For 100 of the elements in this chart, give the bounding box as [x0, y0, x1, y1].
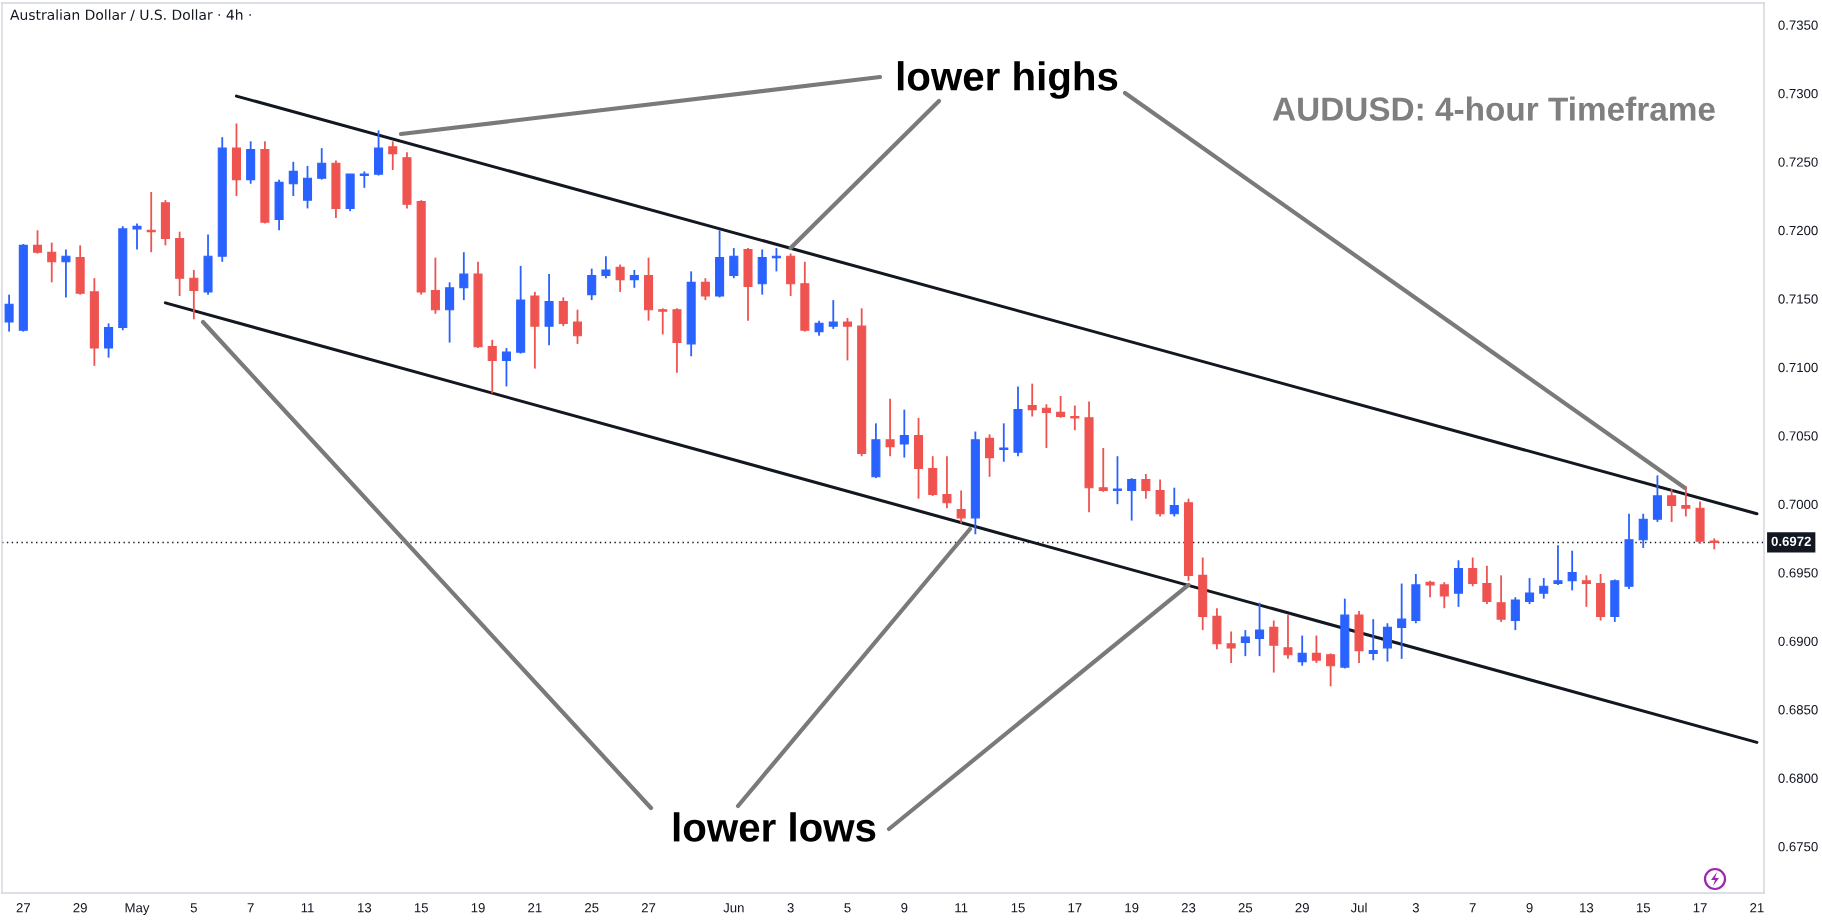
x-tick-label: 15 — [1636, 903, 1650, 913]
candlestick — [572, 308, 583, 345]
candlestick — [1382, 622, 1392, 663]
candlestick — [1027, 382, 1037, 418]
candlestick — [842, 317, 853, 362]
candlestick — [1525, 577, 1535, 605]
x-tick-label: 27 — [641, 903, 656, 913]
x-tick-label: 13 — [358, 903, 372, 913]
candlestick — [459, 251, 469, 302]
candlestick — [558, 296, 568, 328]
x-tick-label: 5 — [190, 903, 197, 913]
y-tick-label: 0.7000 — [1778, 499, 1818, 510]
candlestick — [956, 489, 966, 525]
candlestick — [1567, 549, 1577, 592]
candlestick — [1041, 403, 1051, 449]
x-tick-label: 29 — [73, 903, 87, 913]
candlestick — [615, 263, 625, 293]
x-tick-label: 7 — [247, 903, 254, 913]
candlestick — [4, 293, 14, 333]
candlestick — [388, 140, 398, 171]
candlestick — [885, 397, 895, 458]
candlestick — [1439, 581, 1449, 610]
candlestick — [1056, 395, 1066, 419]
y-tick-label: 0.6850 — [1778, 705, 1818, 715]
x-tick-label: 19 — [1125, 903, 1139, 913]
candlestick — [1397, 582, 1407, 660]
candlestick — [1283, 614, 1293, 660]
candlestick — [445, 281, 455, 344]
text: AUDUSD: 4-hour Timeframe — [1272, 96, 1715, 121]
candlestick — [1255, 601, 1265, 658]
x-tick-label: 25 — [585, 903, 599, 913]
candlestick — [487, 338, 497, 395]
x-tick-label: 7 — [1469, 903, 1476, 913]
candlestick — [985, 433, 995, 478]
candlestick — [1269, 619, 1279, 674]
x-tick-label: May — [125, 903, 150, 916]
candlestick — [1112, 455, 1122, 506]
candlestick — [1070, 404, 1080, 432]
candlestick — [32, 229, 43, 255]
x-tick-label: 3 — [787, 903, 794, 913]
candlestick — [430, 256, 440, 315]
candlestick — [132, 222, 142, 251]
candlestick — [1681, 485, 1691, 518]
candlestick — [61, 248, 71, 299]
x-tick-label: 11 — [301, 903, 314, 913]
candlestick — [1141, 473, 1151, 500]
x-tick-label: 15 — [1011, 903, 1025, 913]
candlestick — [1539, 577, 1549, 600]
candlestick — [658, 307, 668, 336]
x-tick-label: 29 — [1295, 903, 1309, 913]
y-tick-label: 0.6900 — [1778, 636, 1818, 646]
candlestick — [1155, 478, 1165, 518]
x-tick-label: 21 — [528, 903, 542, 913]
x-tick-label: 21 — [1750, 903, 1764, 913]
annotation: lower highs — [897, 61, 1118, 99]
x-tick-label: 19 — [471, 903, 485, 913]
x-tick-label: 23 — [1181, 903, 1196, 913]
candlestick — [1638, 512, 1648, 549]
x-tick-label: 3 — [1412, 903, 1419, 913]
x-tick-label: 11 — [955, 903, 968, 913]
candlestick — [899, 408, 909, 459]
candlestick — [1240, 629, 1250, 658]
candlestick — [601, 255, 611, 280]
annotation: lower lows — [673, 812, 876, 842]
candlestick — [189, 269, 199, 321]
candlestick — [302, 165, 313, 210]
x-tick-label: 17 — [1693, 903, 1707, 913]
chart-subtitle: Australian Dollar / U.S. Dollar · 4h · — [10, 9, 251, 22]
x-tick-label: 15 — [414, 903, 428, 913]
candlestick — [587, 267, 597, 302]
candlestick — [1667, 488, 1677, 523]
y-tick-label: 0.7150 — [1778, 294, 1818, 304]
y-tick-label: 0.7050 — [1778, 431, 1818, 441]
candlestick — [1098, 447, 1108, 493]
candlestick — [729, 247, 739, 280]
y-tick-label: 0.6750 — [1778, 842, 1818, 852]
ref-line-label: 0.6972 — [1771, 536, 1811, 547]
y-tick-label: 0.7200 — [1778, 225, 1818, 236]
candlestick — [1297, 634, 1307, 667]
candlestick — [1468, 556, 1478, 588]
candlestick — [317, 147, 327, 181]
x-tick-label: 13 — [1580, 903, 1594, 913]
x-tick-label: 25 — [1238, 903, 1253, 913]
x-tick-label: Jul — [1350, 902, 1367, 913]
candlestick — [1652, 474, 1662, 523]
candlestick — [1368, 618, 1378, 662]
y-tick-label: 0.7350 — [1778, 20, 1818, 30]
candlestick — [501, 347, 511, 388]
y-tick-label: 0.6950 — [1778, 568, 1818, 578]
candlestick — [104, 322, 114, 359]
candlestick — [1311, 634, 1321, 664]
y-tick-label: 0.7100 — [1778, 362, 1818, 373]
candlestick — [288, 160, 298, 197]
x-tick-label: 9 — [901, 903, 908, 913]
x-tick-label: 17 — [1068, 903, 1082, 913]
candlestick — [47, 241, 57, 284]
x-tick-label: 27 — [16, 903, 30, 913]
y-tick-label: 0.6800 — [1778, 773, 1818, 783]
x-tick-label: 9 — [1526, 903, 1533, 913]
candlestick — [1482, 564, 1492, 605]
